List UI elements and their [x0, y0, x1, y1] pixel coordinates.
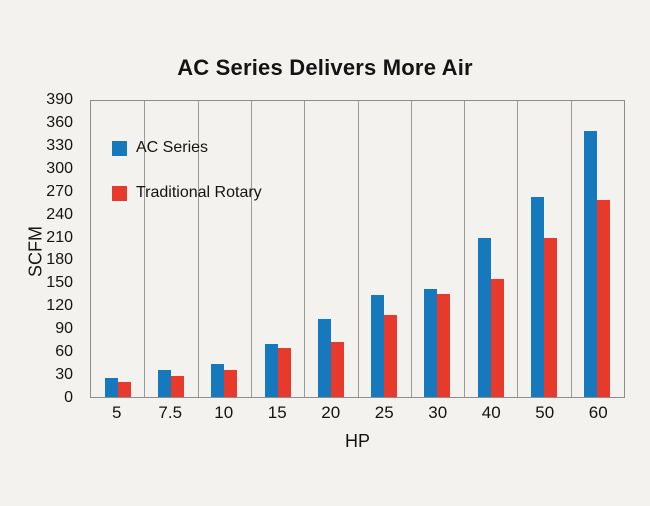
bar-ac-series-50: [531, 197, 545, 397]
gridline: [197, 101, 199, 397]
plot-area: AC Series Traditional Rotary: [90, 100, 625, 398]
bar-group-30: [411, 101, 464, 397]
bar-group-5: [91, 101, 144, 397]
bar-group-15: [251, 101, 304, 397]
y-tick-label: 240: [46, 205, 73, 223]
y-tick-label: 60: [55, 343, 73, 361]
y-tick-label: 30: [55, 366, 73, 384]
bar-group-10: [198, 101, 251, 397]
legend-item: Traditional Rotary: [112, 184, 262, 202]
bar-ac-series-25: [371, 294, 385, 397]
bar-traditional-rotary-5: [117, 381, 131, 397]
gridline: [464, 101, 466, 397]
x-tick-label: 30: [428, 403, 448, 422]
bar-ac-series-5: [104, 378, 118, 397]
y-tick-label: 300: [46, 159, 73, 177]
gridline: [357, 101, 359, 397]
bar-traditional-rotary-7.5: [170, 375, 184, 397]
x-tick-label: 10: [214, 403, 234, 422]
y-tick-label: 270: [46, 182, 73, 200]
bar-traditional-rotary-40: [490, 279, 504, 397]
x-tick-label: 20: [321, 403, 341, 422]
y-tick-label: 330: [46, 136, 73, 154]
y-tick-label: 150: [46, 274, 73, 292]
legend-item: AC Series: [112, 139, 262, 157]
gridline: [144, 101, 146, 397]
legend-label: Traditional Rotary: [136, 184, 262, 201]
bar-group-25: [358, 101, 411, 397]
bar-ac-series-30: [424, 289, 438, 397]
y-axis-ticks: 390 360 330 300 270 240 210 180 150 120 90 60 30 0: [0, 91, 82, 406]
bar-group-60: [571, 101, 624, 397]
bar-ac-series-60: [584, 131, 598, 397]
bar-group-20: [304, 101, 357, 397]
bar-ac-series-15: [264, 343, 278, 397]
y-tick-label: 390: [46, 91, 73, 108]
bar-group-40: [464, 101, 517, 397]
y-tick-label: 0: [64, 389, 73, 406]
bar-traditional-rotary-25: [384, 315, 398, 397]
x-tick-label: 7.5: [158, 403, 183, 422]
y-tick-label: 210: [46, 228, 73, 246]
bar-traditional-rotary-20: [330, 342, 344, 397]
legend-swatch-icon: [112, 185, 127, 201]
bar-traditional-rotary-10: [224, 369, 238, 397]
y-tick-label: 120: [46, 297, 73, 315]
bar-group-7.5: [144, 101, 197, 397]
chart-title: AC Series Delivers More Air: [177, 55, 473, 80]
bar-ac-series-10: [211, 364, 225, 397]
gridline: [517, 101, 519, 397]
x-tick-label: 40: [481, 403, 501, 422]
gridline: [410, 101, 412, 397]
x-tick-label: 50: [535, 403, 555, 422]
y-tick-label: 360: [46, 113, 73, 131]
bar-group-50: [517, 101, 570, 397]
bar-ac-series-20: [317, 318, 331, 397]
bar-traditional-rotary-60: [597, 199, 611, 397]
y-tick-label: 180: [46, 251, 73, 269]
bar-traditional-rotary-50: [544, 237, 558, 397]
gridline: [304, 101, 306, 397]
legend-swatch-icon: [112, 140, 127, 156]
x-axis-label: HP: [344, 431, 370, 451]
y-tick-label: 90: [55, 320, 73, 338]
bar-traditional-rotary-15: [277, 348, 291, 397]
x-tick-label: 5: [112, 403, 122, 422]
bar-ac-series-7.5: [157, 370, 171, 397]
legend-label: AC Series: [136, 139, 209, 156]
bar-traditional-rotary-30: [437, 293, 451, 397]
gridline: [570, 101, 572, 397]
bar-ac-series-40: [477, 237, 491, 397]
x-tick-label: 25: [374, 403, 394, 422]
x-tick-label: 60: [588, 403, 608, 422]
x-axis-ticks: 5 7.5 10 15 20 25 30 40 50 60: [90, 403, 625, 423]
x-tick-label: 15: [267, 403, 287, 422]
gridline: [250, 101, 252, 397]
legend: AC Series Traditional Rotary: [112, 139, 262, 229]
